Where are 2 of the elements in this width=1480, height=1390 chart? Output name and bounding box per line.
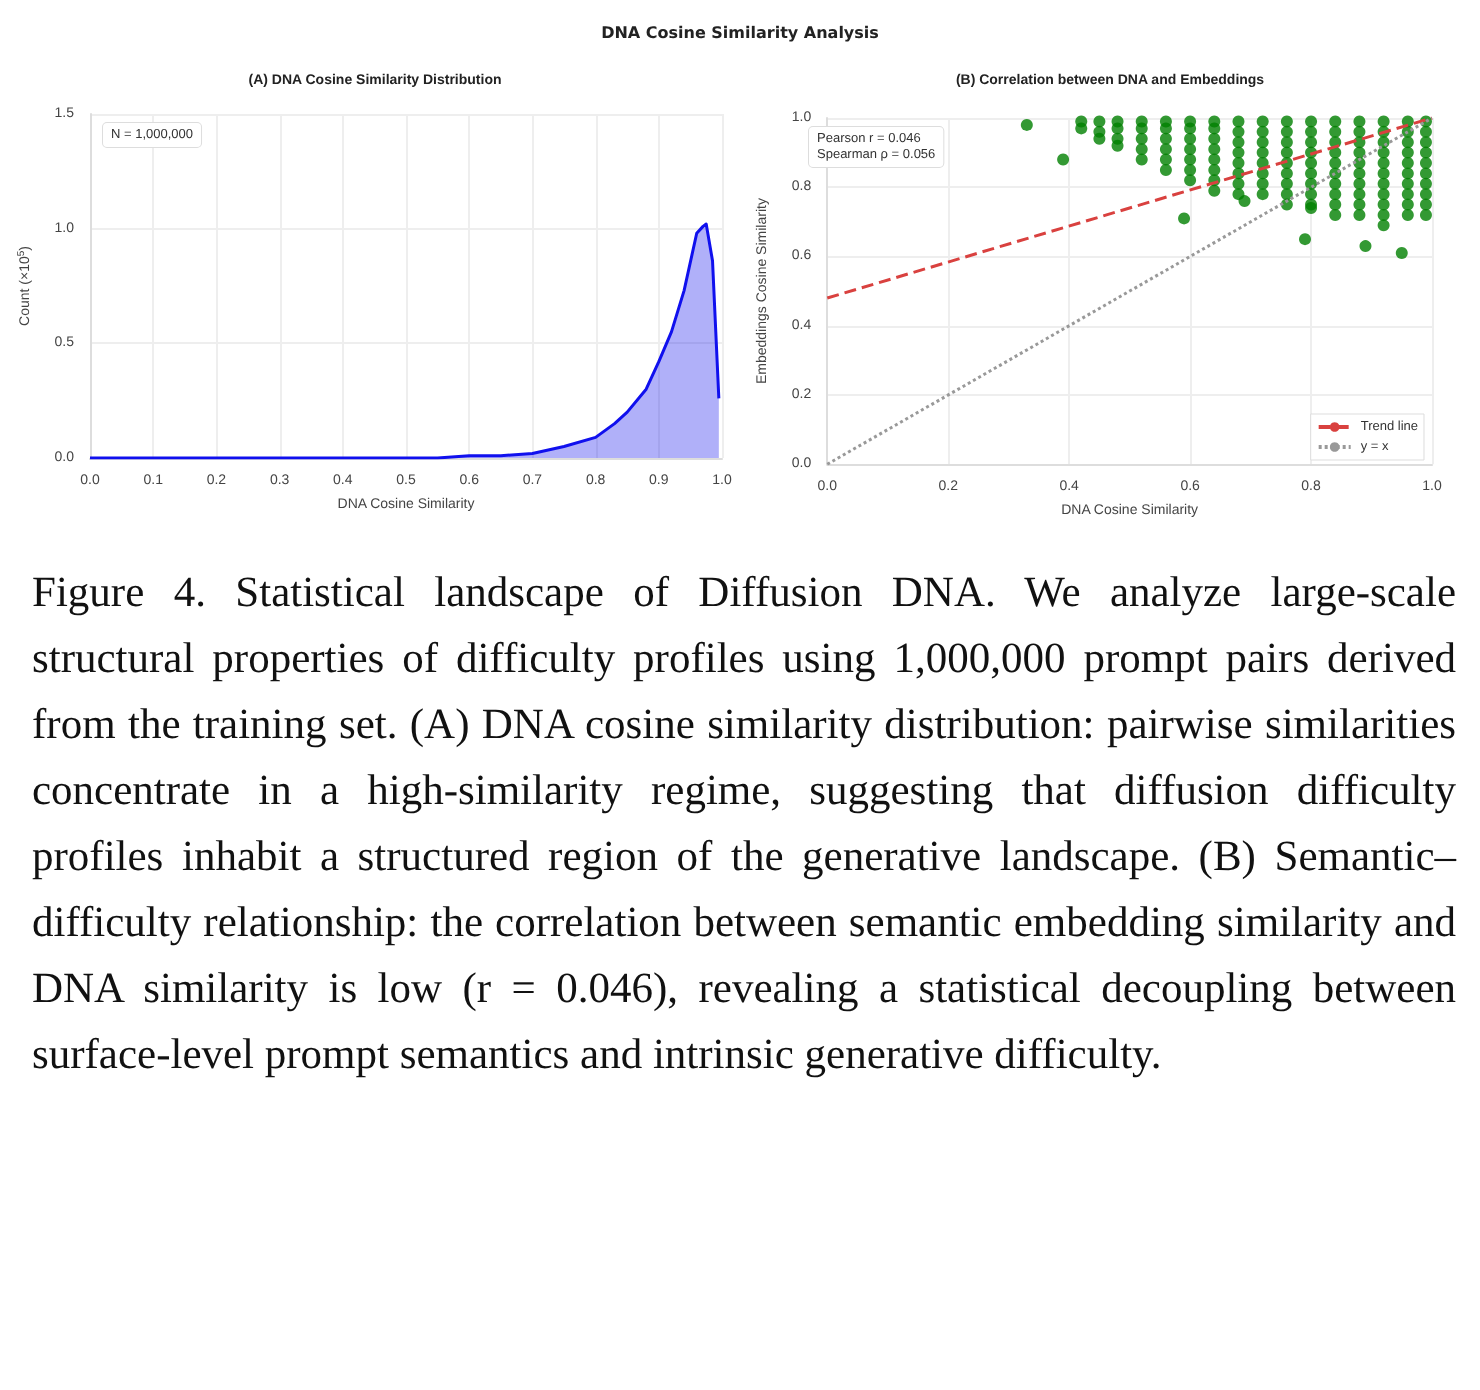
chart-title: DNA Cosine Similarity Analysis: [599, 24, 881, 42]
caption: Figure 4. Statistical landscape of Diffusion DNA. We analyze large-scale structural properties of difficulty profiles using 1,000,000 prompt pairs derived from the training set. (A) DNA cosine similarity distribution: pairwise similarities concentrate in a high-similarity regime, suggesting that diffusion difficulty profiles inhabit a structured region of the generative landscape. (B) Semantic–difficulty relationship: the correlation between semantic embedding similarity and DNA similarity is low (r = 0.046), revealing a statistical decoupling between surface-level prompt semantics and intrinsic generative difficulty.: [32, 566, 1456, 1082]
